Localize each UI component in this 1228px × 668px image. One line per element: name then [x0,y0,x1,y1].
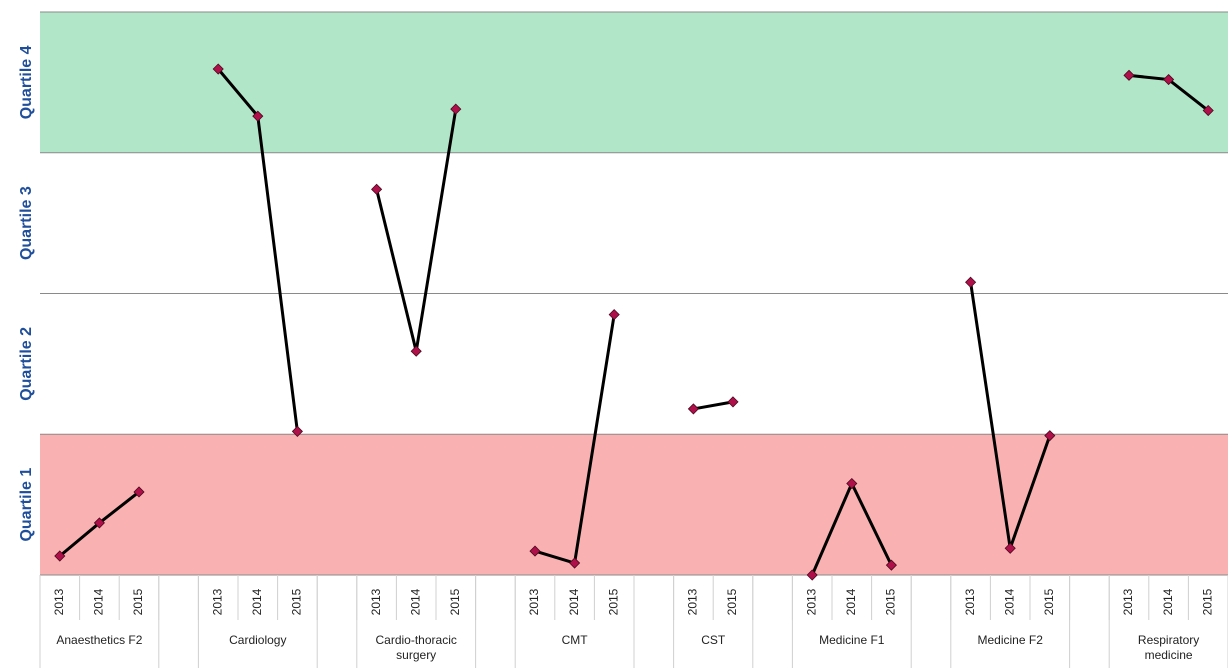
group-label: Medicine F1 [819,633,885,647]
x-tick-label: 2015 [725,588,739,615]
data-point [133,486,145,498]
x-tick-label: 2013 [527,588,541,615]
x-tick-label: 2014 [1161,588,1175,615]
x-tick-label: 2013 [369,588,383,615]
x-tick-label: 2013 [210,588,224,615]
x-tick-label: 2014 [567,588,581,615]
data-point [1044,430,1056,442]
data-point [54,550,66,562]
data-point [1163,73,1175,86]
data-point [727,396,739,408]
x-tick-label: 2013 [963,588,977,615]
data-point [291,425,303,438]
data-point [212,63,224,75]
group-label: CST [701,633,726,647]
data-point [1004,542,1016,554]
data-point [965,276,977,288]
data-point [450,103,462,115]
data-point [885,559,897,571]
data-point [569,557,581,569]
data-point [687,403,699,415]
group-label: Cardiology [229,633,287,647]
quartile-band [40,434,1228,575]
data-point [1202,104,1214,117]
data-point [1123,69,1135,81]
data-point [371,183,383,195]
data-point [252,110,264,122]
group-label: Respiratory medicine [1137,633,1200,662]
data-point [806,569,818,581]
x-tick-label: 2015 [1042,588,1056,615]
x-tick-label: 2015 [290,588,304,615]
data-point [410,345,422,357]
y-tick-label: Quartile 2 [18,327,35,401]
x-tick-label: 2015 [131,588,145,615]
x-tick-label: 2015 [448,588,462,615]
data-point [93,517,105,529]
data-point [846,477,858,490]
data-point [608,309,620,321]
y-tick-label: Quartile 4 [18,45,35,119]
x-tick-label: 2015 [884,588,898,615]
x-tick-label: 2013 [804,588,818,615]
x-tick-label: 2013 [1121,588,1135,615]
x-tick-label: 2014 [844,588,858,615]
quartile-band [40,12,1228,153]
group-label: Anaesthetics F2 [56,633,143,647]
x-tick-label: 2014 [408,588,422,615]
y-tick-label: Quartile 3 [18,186,35,260]
x-tick-label: 2013 [686,588,700,615]
x-tick-label: 2014 [1002,588,1016,615]
x-tick-label: 2014 [92,588,106,615]
x-tick-label: 2015 [1200,588,1214,615]
group-label: Cardio-thoracic surgery [375,633,457,662]
group-label: Medicine F2 [977,633,1043,647]
y-tick-label: Quartile 1 [18,468,35,542]
group-label: CMT [561,633,588,647]
x-tick-label: 2015 [606,588,620,615]
x-tick-label: 2013 [52,588,66,615]
x-tick-label: 2014 [250,588,264,615]
data-point [529,545,541,557]
